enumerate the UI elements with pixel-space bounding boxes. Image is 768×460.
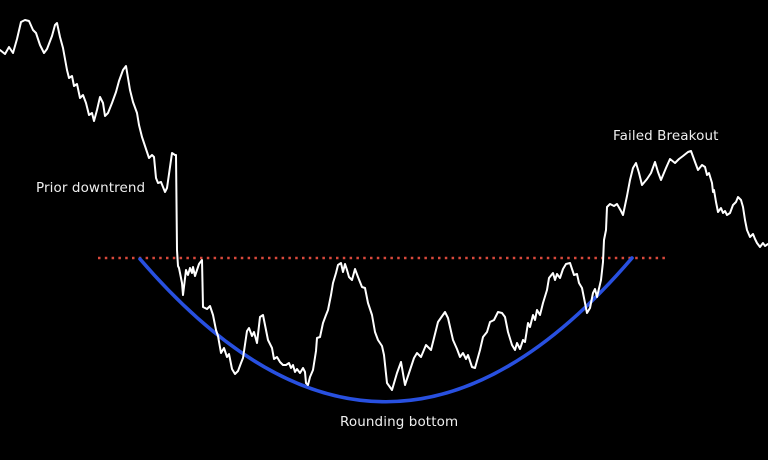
label-rounding-bottom: Rounding bottom [340, 414, 459, 430]
label-prior-downtrend: Prior downtrend [36, 180, 146, 196]
label-failed-breakout: Failed Breakout [613, 128, 719, 144]
price-line [0, 19, 768, 391]
rounding-bottom-arc [138, 256, 634, 404]
